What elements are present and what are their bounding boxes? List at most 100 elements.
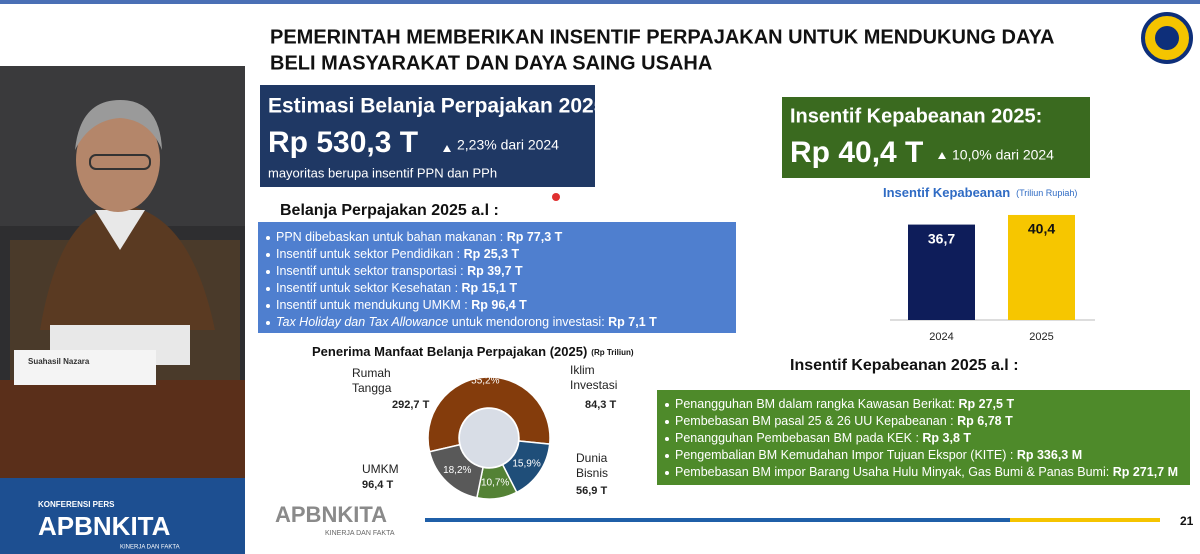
x-tick-label: 2025 [1029, 331, 1053, 343]
bullet [665, 437, 669, 441]
section-title: Insentif Kepabeanan 2025 a.l : [790, 357, 1019, 374]
slice-amount: 84,3 T [585, 399, 617, 411]
item-text: Insentif untuk sektor Kesehatan : [276, 281, 462, 295]
cursor-dot [552, 193, 560, 201]
list-item: PPN dibebaskan untuk bahan makanan : Rp … [276, 230, 563, 244]
box-title: Estimasi Belanja Perpajakan 2025: [268, 95, 612, 118]
slice-amount: 292,7 T [392, 399, 430, 411]
estimasi-box [260, 85, 595, 187]
list-item: Insentif untuk sektor transportasi : Rp … [276, 264, 523, 278]
bullet [665, 454, 669, 458]
bar-value-label: 40,4 [1028, 221, 1055, 237]
item-amount: Rp 77,3 T [507, 230, 563, 244]
item-emphasis: Tax Holiday dan Tax Allowance [276, 315, 448, 329]
list-item: Penangguhan Pembebasan BM pada KEK : Rp … [675, 431, 971, 445]
brand-sub: KINERJA DAN FAKTA [120, 545, 180, 551]
name-tag: Suahasil Nazara [28, 357, 90, 366]
pie-slice [428, 443, 484, 499]
bullet [266, 304, 270, 308]
slice-label: 18,2% [443, 465, 471, 476]
kepabeanan-box [782, 97, 1090, 178]
pie-slice [427, 376, 551, 453]
slice-label: 15,9% [512, 458, 540, 469]
title-unit: (Triliun Rupiah) [1016, 188, 1077, 198]
item-text: Pengembalian BM Kemudahan Impor Tujuan E… [675, 448, 1017, 462]
title-line: BELI MASYARAKAT DAN DAYA SAING USAHA [270, 52, 712, 74]
up-arrow [443, 145, 451, 152]
bullet [266, 270, 270, 274]
big-value: Rp 530,3 T [268, 126, 418, 159]
item-amount: Rp 25,3 T [464, 247, 520, 261]
bullet [665, 471, 669, 475]
item-text: Penangguhan Pembebasan BM pada KEK : [675, 431, 922, 445]
slice-label: 10,7% [481, 478, 509, 489]
kepabeanan-list-box [657, 390, 1190, 485]
bar [1008, 214, 1075, 320]
box-title: Insentif Kepabeanan 2025: [790, 105, 1042, 127]
slice-category: Dunia Bisnis [576, 451, 609, 480]
item-amount: Rp 15,1 T [462, 281, 518, 295]
list-item: Insentif untuk sektor Pendidikan : Rp 25… [276, 247, 520, 261]
item-amount: Rp 7,1 T [608, 315, 657, 329]
item-text: Pembebasan BM impor Barang Usaha Hulu Mi… [675, 465, 1113, 479]
item-amount: Rp 96,4 T [471, 298, 527, 312]
list-item: Penangguhan BM dalam rangka Kawasan Beri… [675, 397, 1014, 411]
note: mayoritas berupa insentif PPN dan PPh [268, 165, 497, 180]
up-arrow [938, 152, 946, 159]
item-amount: Rp 39,7 T [467, 264, 523, 278]
slice-category: Iklim Investasi [570, 363, 618, 392]
title-unit: (Rp Triliun) [591, 348, 634, 357]
item-text: Penangguhan BM dalam rangka Kawasan Beri… [675, 397, 959, 411]
change: 2,23% dari 2024 [457, 137, 559, 153]
item-text: Insentif untuk sektor Pendidikan : [276, 247, 464, 261]
bullet [665, 403, 669, 407]
bar-value-label: 36,7 [928, 230, 955, 246]
item-amount: Rp 6,78 T [957, 414, 1013, 428]
bar [908, 224, 975, 320]
video-feed [0, 66, 245, 554]
title-text: Insentif Kepabeanan [883, 185, 1010, 200]
change: 10,0% dari 2024 [952, 147, 1054, 163]
item-amount: Rp 336,3 M [1017, 448, 1082, 462]
bullet [266, 287, 270, 291]
item-text: Insentif untuk sektor transportasi : [276, 264, 467, 278]
slice-category: Rumah Tangga [352, 366, 392, 395]
section-title: Belanja Perpajakan 2025 a.l : [280, 202, 499, 219]
bullet [266, 236, 270, 240]
kemenkeu-logo [1141, 12, 1193, 64]
bullet [266, 253, 270, 257]
footer-brand: APBNKITA [275, 502, 387, 527]
big-value: Rp 40,4 T [790, 136, 923, 169]
x-tick-label: 2024 [929, 331, 953, 343]
page-number: 21 [1180, 514, 1194, 528]
bullet [266, 321, 270, 325]
footer-brand-sub: KINERJA DAN FAKTA [325, 530, 395, 537]
item-amount: Rp 271,7 M [1113, 465, 1178, 479]
item-text: untuk mendorong investasi: [448, 315, 608, 329]
item-amount: Rp 27,5 T [959, 397, 1015, 411]
brand: APBNKITA [38, 511, 171, 541]
top-stripe [0, 0, 1200, 4]
list-item: Pembebasan BM impor Barang Usaha Hulu Mi… [675, 465, 1178, 479]
title-line: PEMERINTAH MEMBERIKAN INSENTIF PERPAJAKA… [270, 26, 1055, 48]
slice-amount: 56,9 T [576, 485, 608, 497]
item-text: PPN dibebaskan untuk bahan makanan : [276, 230, 507, 244]
list-item: Pengembalian BM Kemudahan Impor Tujuan E… [675, 448, 1082, 462]
slice-category: UMKM [362, 462, 399, 476]
chart-title: Penerima Manfaat Belanja Perpajakan (202… [312, 344, 634, 359]
slice-amount: 96,4 T [362, 479, 394, 491]
item-amount: Rp 3,8 T [922, 431, 971, 445]
list-item: Insentif untuk sektor Kesehatan : Rp 15,… [276, 281, 517, 295]
belanja-list-box [258, 222, 736, 333]
bullet [665, 420, 669, 424]
item-text: Insentif untuk mendukung UMKM : [276, 298, 471, 312]
list-item: Tax Holiday dan Tax Allowance untuk mend… [276, 315, 657, 329]
list-item: Pembebasan BM pasal 25 & 26 UU Kepabeana… [675, 414, 1013, 428]
chart-title: Insentif Kepabeanan (Triliun Rupiah) [883, 185, 1077, 200]
event-label: KONFERENSI PERS [38, 500, 115, 509]
title-text: Penerima Manfaat Belanja Perpajakan (202… [312, 344, 587, 359]
slice-label: 55,2% [471, 375, 499, 386]
list-item: Insentif untuk mendukung UMKM : Rp 96,4 … [276, 298, 527, 312]
